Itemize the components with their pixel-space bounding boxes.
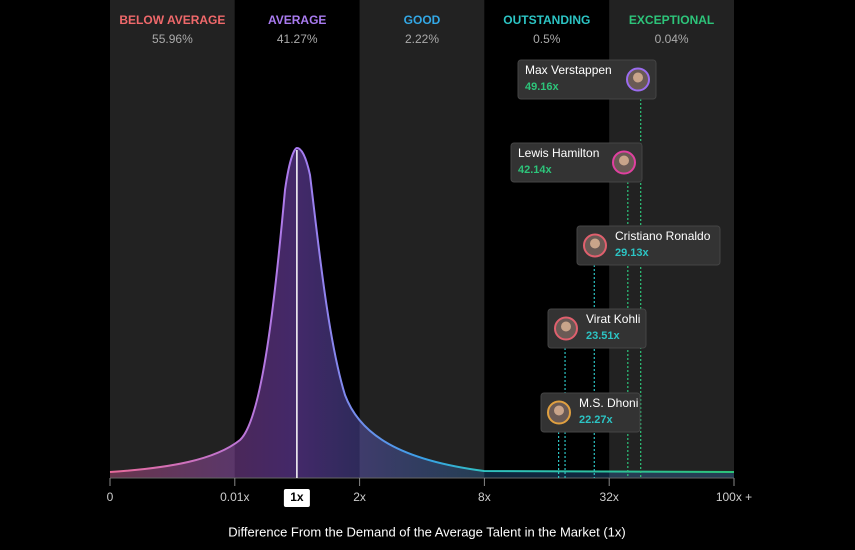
callout-box — [517, 59, 657, 100]
person-name: Lewis Hamilton — [518, 146, 599, 160]
avatar-head — [561, 321, 571, 332]
person-name: M.S. Dhoni — [579, 396, 638, 410]
reference-label: 1x — [290, 490, 304, 504]
x-tick-label: 32x — [600, 490, 619, 504]
category-share: 0.04% — [655, 32, 689, 46]
category-label: AVERAGE — [268, 13, 326, 27]
x-tick-label: 100x + — [716, 490, 752, 504]
x-axis-title: Difference From the Demand of the Averag… — [228, 524, 625, 539]
reference-badge — [283, 489, 310, 507]
category-label: GOOD — [404, 13, 441, 27]
distribution-curve — [109, 146, 735, 473]
x-tick-label: 0.01x — [220, 490, 249, 504]
category-share: 2.22% — [405, 32, 439, 46]
band — [110, 0, 235, 478]
person-value: 49.16x — [525, 81, 560, 93]
person-name: Virat Kohli — [586, 312, 640, 326]
x-tick-label: 8x — [478, 490, 491, 504]
callout-box — [510, 142, 643, 183]
x-tick-label: 2x — [353, 490, 366, 504]
person-value: 29.13x — [615, 247, 650, 259]
category-label: EXCEPTIONAL — [629, 13, 714, 27]
distribution-area — [110, 148, 734, 478]
category-label: OUTSTANDING — [503, 13, 590, 27]
person-name: Max Verstappen — [525, 63, 612, 77]
person-name: Cristiano Ronaldo — [615, 229, 711, 243]
x-tick-label: 0 — [107, 490, 114, 504]
avatar-head — [633, 72, 643, 83]
category-share: 0.5% — [533, 32, 561, 46]
person-value: 23.51x — [586, 330, 621, 342]
category-share: 55.96% — [152, 32, 193, 46]
person-value: 42.14x — [518, 164, 553, 176]
person-value: 22.27x — [579, 414, 614, 426]
avatar-head — [554, 405, 564, 416]
avatar-head — [590, 238, 600, 249]
band — [359, 0, 485, 478]
avatar-head — [619, 155, 629, 166]
category-share: 41.27% — [277, 32, 318, 46]
category-label: BELOW AVERAGE — [119, 13, 225, 27]
callout-box — [576, 225, 721, 266]
